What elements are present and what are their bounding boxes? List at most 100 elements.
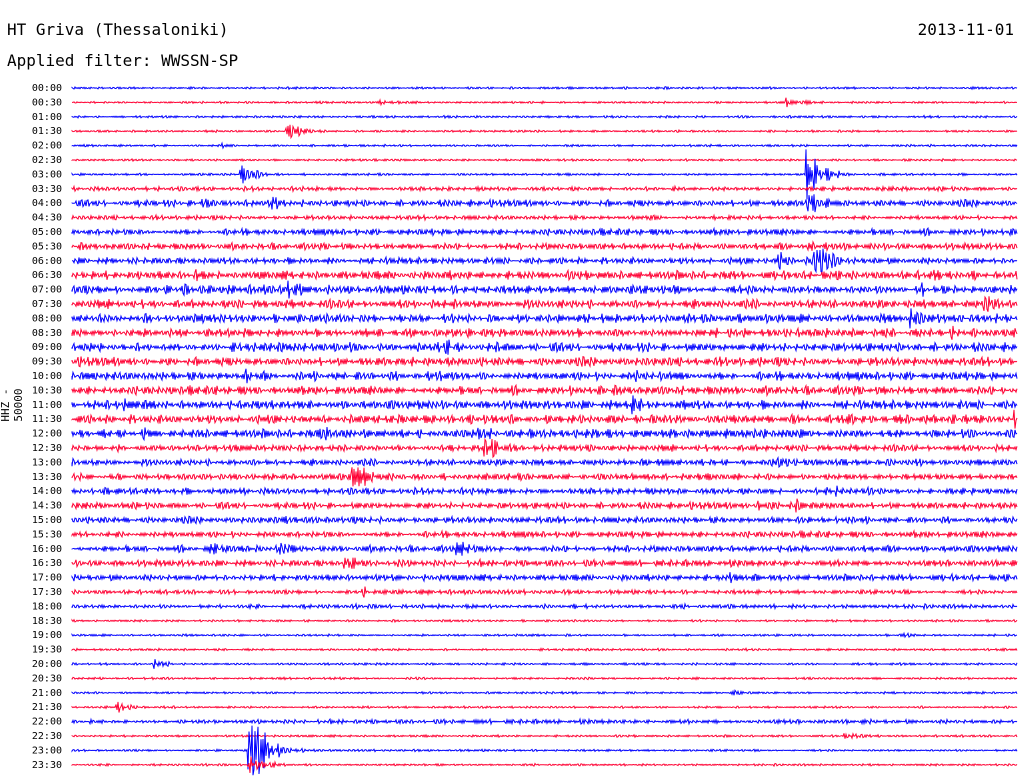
time-tick-label: 00:00 [32, 83, 62, 94]
seismic-trace [72, 97, 1017, 108]
time-tick-label: 20:30 [32, 673, 62, 684]
time-tick-label: 15:30 [32, 529, 62, 540]
seismic-trace [71, 631, 1018, 639]
seismic-trace [71, 268, 1018, 282]
seismic-trace [71, 498, 1018, 513]
time-tick-label: 20:00 [32, 659, 62, 670]
time-tick-label: 19:00 [32, 630, 62, 641]
time-tick-label: 07:30 [32, 299, 62, 310]
seismic-trace [71, 586, 1018, 598]
seismic-trace [71, 395, 1018, 415]
seismic-trace [71, 213, 1018, 222]
time-tick-label: 01:30 [32, 126, 62, 137]
seismic-trace [71, 409, 1018, 429]
time-tick-label: 17:00 [32, 573, 62, 584]
seismic-trace [71, 602, 1018, 611]
time-tick-label: 08:30 [32, 328, 62, 339]
seismic-trace [72, 248, 1018, 275]
time-tick-label: 16:30 [32, 558, 62, 569]
seismic-trace [71, 426, 1018, 442]
seismic-trace [71, 355, 1018, 369]
seismic-trace [71, 701, 1018, 713]
seismic-trace [71, 437, 1018, 459]
seismic-trace [71, 85, 1018, 91]
time-tick-label: 09:30 [32, 357, 62, 368]
seismic-trace [71, 725, 1018, 776]
time-tick-label: 04:30 [32, 213, 62, 224]
time-tick-label: 10:30 [32, 385, 62, 396]
seismic-trace [71, 325, 1018, 340]
seismic-trace [71, 383, 1018, 398]
seismic-trace [71, 529, 1018, 540]
seismic-trace [71, 308, 1018, 329]
seismic-trace [71, 184, 1018, 193]
seismic-trace [71, 541, 1018, 556]
seismic-trace [71, 456, 1018, 469]
seismic-trace [71, 717, 1018, 726]
date-label: 2013-11-01 [917, 20, 1014, 39]
time-tick-label: 15:00 [32, 515, 62, 526]
time-tick-label: 22:30 [32, 731, 62, 742]
seismic-trace [71, 124, 1018, 140]
seismic-trace [71, 647, 1018, 653]
time-tick-label: 02:00 [32, 141, 62, 152]
seismic-trace [71, 194, 1018, 213]
seismic-trace [71, 114, 1018, 120]
time-tick-label: 01:00 [32, 112, 62, 123]
time-tick-label: 23:30 [32, 760, 62, 771]
seismic-trace [71, 226, 1018, 238]
time-tick-label: 16:00 [32, 544, 62, 555]
time-tick-label: 14:00 [32, 486, 62, 497]
seismic-trace [71, 240, 1018, 253]
time-tick-label: 05:00 [32, 227, 62, 238]
seismic-trace [71, 659, 1018, 669]
seismic-trace [71, 485, 1018, 497]
time-tick-label: 09:00 [32, 342, 62, 353]
time-tick-label: 21:00 [32, 688, 62, 699]
seismic-trace [71, 732, 1018, 740]
applied-filter-label: Applied filter: WWSSN-SP [7, 51, 239, 70]
seismic-trace [71, 756, 1018, 773]
time-tick-label: 19:30 [32, 645, 62, 656]
seismic-trace [71, 280, 1018, 299]
seismic-trace [71, 467, 1018, 487]
seismic-trace [71, 514, 1018, 526]
time-tick-label: 18:30 [32, 616, 62, 627]
time-tick-label: 07:00 [32, 285, 62, 296]
seismic-trace [71, 557, 1018, 569]
time-tick-label: 06:00 [32, 256, 62, 267]
time-tick-label: 11:00 [32, 400, 62, 411]
seismic-trace [71, 295, 1018, 312]
time-tick-label: 13:00 [32, 457, 62, 468]
seismic-trace [71, 368, 1018, 384]
time-tick-label: 17:30 [32, 587, 62, 598]
time-tick-label: 13:30 [32, 472, 62, 483]
time-tick-label: 10:00 [32, 371, 62, 382]
time-tick-label: 14:30 [32, 501, 62, 512]
seismic-trace [71, 618, 1018, 624]
seismic-trace [71, 572, 1018, 584]
time-tick-label: 08:00 [32, 313, 62, 324]
seismic-trace [71, 141, 1018, 150]
seismic-trace [71, 149, 1018, 200]
seismic-trace [71, 689, 1018, 696]
time-tick-label: 21:30 [32, 702, 62, 713]
seismic-trace [71, 675, 1018, 681]
time-tick-label: 12:00 [32, 429, 62, 440]
time-tick-label: 00:30 [32, 97, 62, 108]
time-tick-label: 23:00 [32, 745, 62, 756]
time-tick-label: 02:30 [32, 155, 62, 166]
time-tick-label: 03:30 [32, 184, 62, 195]
time-tick-label: 05:30 [32, 241, 62, 252]
time-tick-label: 04:00 [32, 198, 62, 209]
time-tick-label: 06:30 [32, 270, 62, 281]
station-title: HT Griva (Thessaloniki) [7, 20, 229, 39]
time-tick-label: 12:30 [32, 443, 62, 454]
time-tick-label: 03:00 [32, 169, 62, 180]
time-tick-label: 11:30 [32, 414, 62, 425]
time-tick-label: 22:00 [32, 717, 62, 728]
time-tick-label: 18:00 [32, 601, 62, 612]
seismic-trace [71, 339, 1018, 355]
seismic-trace [71, 157, 1018, 163]
